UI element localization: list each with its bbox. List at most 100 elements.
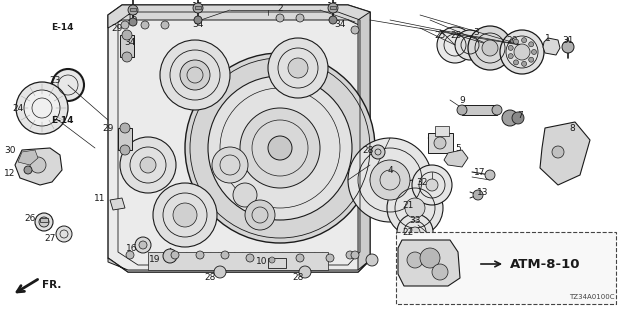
Text: 12: 12 [4,169,16,178]
Text: 19: 19 [149,255,161,265]
Text: 15: 15 [327,2,339,11]
Circle shape [457,105,467,115]
Circle shape [508,45,513,50]
Circle shape [328,3,338,13]
Circle shape [348,138,432,222]
Circle shape [514,44,530,60]
Circle shape [371,145,385,159]
Circle shape [473,190,483,200]
Polygon shape [15,148,62,185]
Circle shape [502,110,518,126]
Circle shape [141,21,149,29]
Text: 3: 3 [473,28,479,36]
Circle shape [35,213,53,231]
Text: 32: 32 [416,178,428,187]
Text: 28: 28 [204,274,216,283]
Circle shape [196,251,204,259]
Circle shape [351,26,359,34]
Polygon shape [108,5,370,272]
Circle shape [24,90,60,126]
Text: 23: 23 [49,76,61,84]
Circle shape [531,50,536,54]
Text: 17: 17 [474,167,486,177]
Circle shape [512,112,524,124]
Circle shape [269,257,275,263]
Polygon shape [108,5,370,30]
Circle shape [126,251,134,259]
Bar [148,252,328,270]
Circle shape [120,123,130,133]
Text: 11: 11 [94,194,106,203]
Circle shape [513,60,518,65]
Bar [268,258,286,268]
Circle shape [296,254,304,262]
Circle shape [329,16,337,24]
Text: 15: 15 [127,13,139,22]
Circle shape [194,16,202,24]
Circle shape [522,38,527,43]
Text: 28: 28 [362,146,374,155]
Text: 20: 20 [506,36,518,44]
Circle shape [529,42,534,47]
Bar [428,133,453,153]
Text: 9: 9 [459,95,465,105]
Polygon shape [108,258,370,272]
Circle shape [482,40,498,56]
Circle shape [276,14,284,22]
Polygon shape [358,12,370,272]
Circle shape [296,14,304,22]
Text: 34: 34 [124,37,136,46]
Polygon shape [110,198,125,210]
Circle shape [299,266,311,278]
Text: 29: 29 [102,124,114,132]
Text: ATM-8-10: ATM-8-10 [510,258,580,270]
Circle shape [426,179,438,191]
Circle shape [397,214,433,250]
Polygon shape [18,150,38,165]
Circle shape [16,82,68,134]
Text: 25: 25 [435,30,445,39]
Text: 28: 28 [292,274,304,283]
Text: E-14: E-14 [51,22,73,31]
Circle shape [412,165,452,205]
Circle shape [434,137,446,149]
Circle shape [240,108,320,188]
Text: 27: 27 [44,234,56,243]
Circle shape [163,249,177,263]
Circle shape [161,21,169,29]
Circle shape [30,157,46,173]
Text: 13: 13 [477,188,489,196]
Bar [120,35,134,57]
Circle shape [120,137,176,193]
Circle shape [221,251,229,259]
Circle shape [140,157,156,173]
Circle shape [52,69,84,101]
Polygon shape [398,240,460,286]
Polygon shape [444,150,468,167]
Text: 4: 4 [387,165,393,174]
Circle shape [522,61,527,66]
Text: 5: 5 [455,143,461,153]
Bar [40,218,48,222]
Circle shape [420,248,440,268]
Circle shape [288,58,308,78]
Circle shape [500,30,544,74]
Circle shape [208,76,352,220]
Circle shape [122,30,132,40]
Text: 15: 15 [192,2,204,11]
Circle shape [492,105,502,115]
Bar [330,6,336,9]
Circle shape [432,264,448,280]
Text: 8: 8 [569,124,575,132]
Circle shape [122,52,132,62]
Bar [396,232,616,304]
Text: 22: 22 [403,228,413,236]
Text: 34: 34 [192,20,204,28]
Circle shape [508,54,513,59]
Circle shape [180,60,210,90]
Circle shape [455,30,485,60]
Circle shape [135,237,151,253]
Text: 1: 1 [545,34,551,43]
Text: 6: 6 [442,127,448,137]
Circle shape [160,40,230,110]
